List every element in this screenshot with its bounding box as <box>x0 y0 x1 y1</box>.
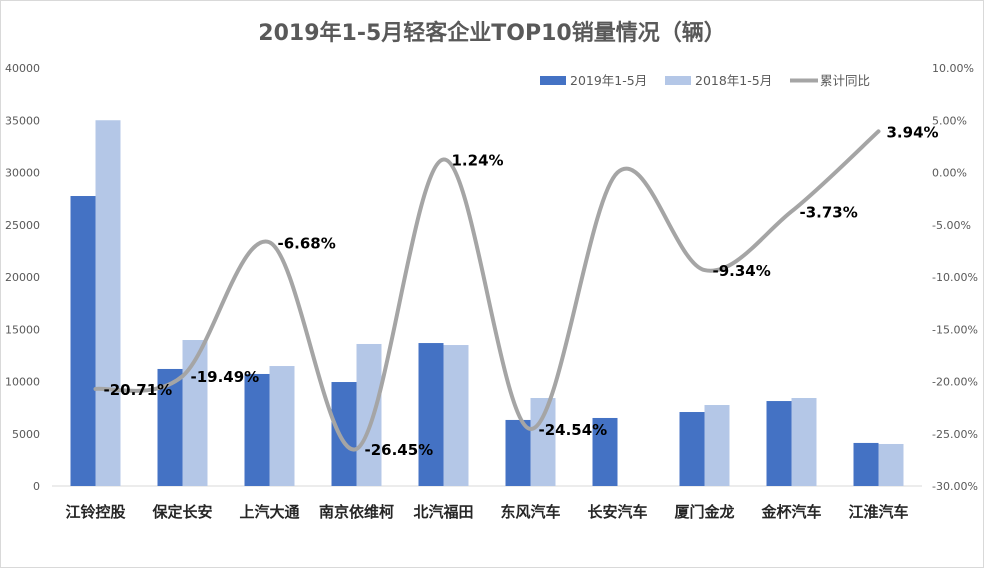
y-right-tick-label: -20.00% <box>932 376 978 389</box>
bar-2019 <box>592 417 618 486</box>
legend-swatch <box>665 76 691 85</box>
y-right-tick-label: -10.00% <box>932 271 978 284</box>
x-tick-label: 厦门金龙 <box>674 503 734 521</box>
bar-2019 <box>679 412 705 486</box>
legend-swatch <box>540 76 566 85</box>
bar-2018 <box>269 366 295 486</box>
bar-2019 <box>505 419 531 486</box>
data-label-yoy: 3.94% <box>887 123 939 141</box>
y-right-tick-label: 10.00% <box>932 62 974 75</box>
x-tick-label: 长安汽车 <box>587 503 647 521</box>
x-tick-label: 金杯汽车 <box>760 503 821 521</box>
y-right-tick-label: -25.00% <box>932 428 978 441</box>
legend: 2019年1-5月 2018年1-5月 累计同比 <box>540 73 870 88</box>
y-left-tick-label: 5000 <box>12 428 40 441</box>
y-left-tick-label: 30000 <box>5 167 40 180</box>
line-series-yoy <box>93 129 881 452</box>
bar-2018 <box>356 343 382 486</box>
x-tick-label: 江淮汽车 <box>848 503 908 521</box>
y-right-tick-label: -15.00% <box>932 323 978 336</box>
y-left-tick-label: 25000 <box>5 219 40 232</box>
data-label-yoy: -24.54% <box>539 421 608 439</box>
y-right-tick-label: 5.00% <box>932 114 967 127</box>
y-left-tick-label: 15000 <box>5 323 40 336</box>
y-left-tick-label: 35000 <box>5 114 40 127</box>
data-label-yoy: -9.34% <box>713 262 771 280</box>
y-left-tick-label: 0 <box>33 480 40 493</box>
y-left-tick-label: 10000 <box>5 376 40 389</box>
x-tick-label: 东风汽车 <box>500 503 560 521</box>
bar-2019 <box>244 373 270 486</box>
y-left-tick-label: 40000 <box>5 62 40 75</box>
data-label-yoy: -26.45% <box>365 441 434 459</box>
bar-2018 <box>95 120 121 486</box>
x-tick-label: 北汽福田 <box>413 503 473 521</box>
x-tick-label: 江铃控股 <box>65 503 126 521</box>
data-label-yoy: -6.68% <box>278 234 336 252</box>
bar-2019 <box>418 343 444 486</box>
data-label-yoy: 1.24% <box>452 152 504 170</box>
data-label-yoy: -19.49% <box>191 368 260 386</box>
x-tick-label: 南京依维柯 <box>319 503 394 521</box>
bar-2018 <box>791 398 817 486</box>
bar-2018 <box>443 345 469 486</box>
legend-label: 2019年1-5月 <box>570 73 647 88</box>
legend-label: 2018年1-5月 <box>695 73 772 88</box>
data-label-yoy: -20.71% <box>104 381 173 399</box>
x-tick-label: 保定长安 <box>151 503 212 521</box>
bar-2019 <box>853 442 879 486</box>
bar-2019 <box>331 382 357 486</box>
y-right-tick-label: -5.00% <box>932 219 971 232</box>
bar-2019 <box>70 196 96 486</box>
bar-2018 <box>704 405 730 486</box>
bar-2018 <box>530 398 556 486</box>
legend-label: 累计同比 <box>820 73 870 88</box>
y-right-tick-label: -30.00% <box>932 480 978 493</box>
bar-2018 <box>878 443 904 486</box>
y-left-tick-label: 20000 <box>5 271 40 284</box>
x-tick-label: 上汽大通 <box>239 503 299 521</box>
data-label-yoy: -3.73% <box>800 203 858 221</box>
chart-title: 2019年1-5月轻客企业TOP10销量情况（辆） <box>258 20 725 46</box>
bar-2018 <box>182 340 208 486</box>
y-right-tick-label: 0.00% <box>932 167 967 180</box>
bar-2019 <box>766 401 792 486</box>
